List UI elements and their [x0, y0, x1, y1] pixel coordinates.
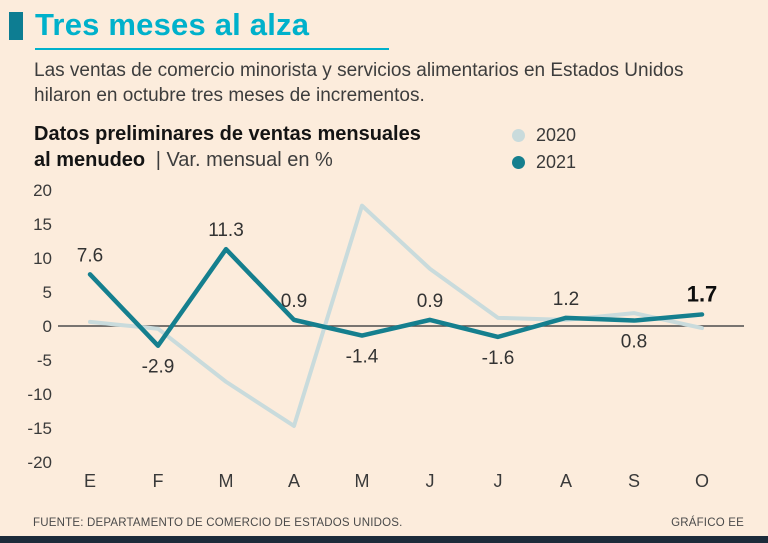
footer-credit: GRÁFICO EE: [671, 517, 744, 529]
legend-label-2021: 2021: [536, 152, 577, 172]
title-marker-icon: [9, 12, 23, 40]
y-tick-label: 10: [33, 249, 52, 268]
footer-source: FUENTE: DEPARTAMENTO DE COMERCIO DE ESTA…: [33, 517, 403, 529]
y-tick-label: 15: [33, 215, 52, 234]
subtitle-line-2: hilaron en octubre tres meses de increme…: [34, 85, 425, 106]
x-tick-label: F: [153, 471, 164, 491]
title-underline: [35, 48, 389, 50]
x-tick-label: J: [426, 471, 435, 491]
data-label-M--1.4: -1.4: [346, 347, 379, 368]
subtitle-line-1: Las ventas de comercio minorista y servi…: [34, 60, 684, 81]
x-tick-label: S: [628, 471, 640, 491]
chart-legend: 2020 2021: [512, 122, 576, 176]
x-tick-label: M: [355, 471, 370, 491]
page-title: Tres meses al alza: [35, 7, 310, 42]
y-tick-label: -10: [27, 385, 52, 404]
footer-bar: [0, 536, 768, 543]
data-label-J--1.6: -1.6: [482, 348, 515, 369]
legend-item-2020: 2020: [512, 122, 576, 149]
x-tick-label: A: [560, 471, 572, 491]
legend-item-2021: 2021: [512, 149, 576, 176]
chart-heading-line2-bold: al menudeo: [34, 149, 146, 171]
x-tick-label: J: [494, 471, 503, 491]
y-tick-label: 5: [43, 283, 52, 302]
series-2020-line: [88, 203, 704, 428]
chart-heading-units: | Var. mensual en %: [155, 149, 333, 171]
x-tick-label: E: [84, 471, 96, 491]
y-tick-label: 0: [43, 317, 52, 336]
data-label-F--2.9: -2.9: [142, 357, 175, 378]
data-label-E-7.6: 7.6: [77, 245, 103, 266]
chart-heading-line1: Datos preliminares de ventas mensuales: [34, 123, 421, 145]
title-row: Tres meses al alza: [9, 8, 309, 42]
y-tick-label: -20: [27, 453, 52, 472]
subtitle: Las ventas de comercio minorista y servi…: [34, 58, 734, 108]
x-tick-label: O: [695, 471, 709, 491]
chart-heading: Datos preliminares de ventas mensuales a…: [34, 121, 421, 173]
x-tick-label: A: [288, 471, 300, 491]
legend-label-2020: 2020: [536, 125, 577, 145]
series-2021-line: [87, 246, 705, 348]
legend-dot-2021: [512, 156, 525, 169]
y-tick-label: -15: [27, 419, 52, 438]
legend-dot-2020: [512, 129, 525, 142]
data-label-S-0.8: 0.8: [621, 332, 647, 353]
y-tick-label: -5: [37, 351, 52, 370]
data-label-A-0.9: 0.9: [281, 291, 307, 312]
y-tick-label: 20: [33, 181, 52, 200]
x-tick-label: M: [219, 471, 234, 491]
data-label-J-0.9: 0.9: [417, 291, 443, 312]
data-label-O-1.7: 1.7: [687, 281, 718, 306]
data-label-A-1.2: 1.2: [553, 289, 579, 310]
data-label-M-11.3: 11.3: [208, 220, 244, 241]
